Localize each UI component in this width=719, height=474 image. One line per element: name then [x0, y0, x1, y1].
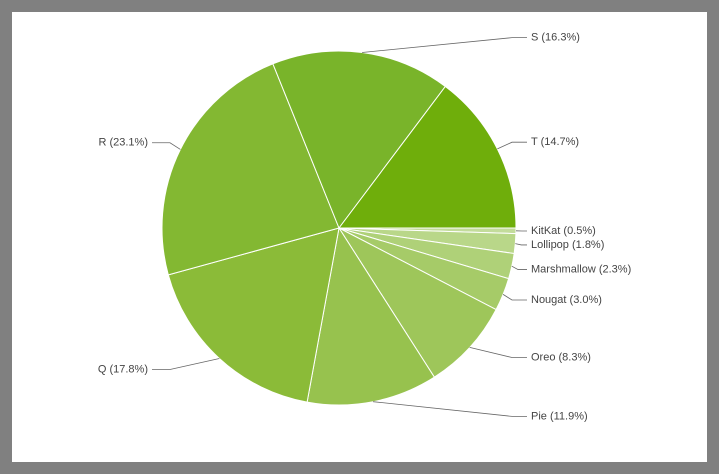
- slice-label: Nougat (3.0%): [531, 294, 602, 306]
- slice-label: T (14.7%): [531, 136, 579, 148]
- slice-label: Pie (11.9%): [531, 410, 588, 422]
- slice-label: S (16.3%): [531, 32, 580, 44]
- slice-label: Oreo (8.3%): [531, 351, 591, 363]
- slice-label: Marshmallow (2.3%): [531, 263, 631, 275]
- slice-label: KitKat (0.5%): [531, 225, 596, 237]
- pie-slice: [337, 226, 497, 378]
- pie-slice: [161, 63, 340, 276]
- leader-line: [511, 265, 527, 270]
- slice-label: R (23.1%): [98, 137, 148, 149]
- leader-line: [515, 243, 527, 246]
- leader-line: [152, 358, 220, 370]
- leader-line: [362, 37, 527, 53]
- pie-slice: [272, 50, 447, 230]
- leader-line: [497, 141, 527, 150]
- slice-label: Q (17.8%): [98, 363, 148, 375]
- leader-line: [152, 142, 181, 150]
- pie-slice: [337, 85, 517, 229]
- leader-line: [373, 401, 527, 417]
- slice-label: Lollipop (1.8%): [531, 239, 604, 251]
- leader-line: [502, 294, 527, 301]
- leader-line: [469, 347, 527, 358]
